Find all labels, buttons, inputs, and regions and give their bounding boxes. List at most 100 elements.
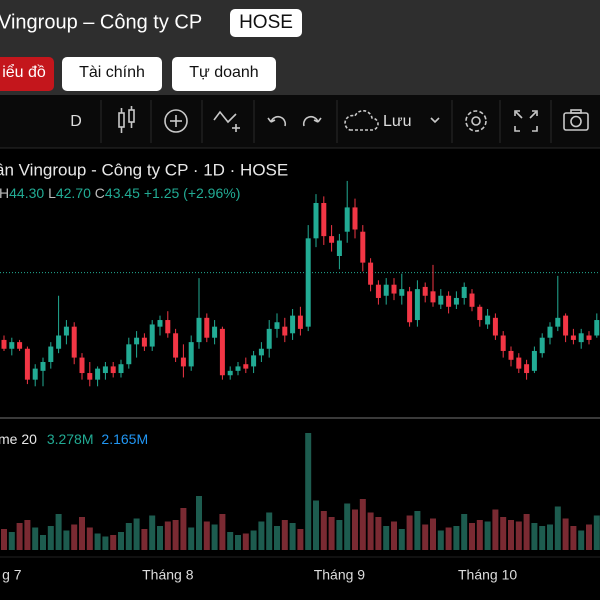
candle-body [87,373,93,380]
save-menu[interactable] [430,117,440,124]
compare-button[interactable] [213,110,240,132]
volume-bar [8,532,15,550]
candle-body [430,291,436,303]
volume-bar [422,524,429,550]
volume-legend: me 20 3.278M 2.165M [0,431,148,447]
volume-bar [24,520,31,550]
candle-body [71,326,77,358]
candle-body [157,320,163,327]
candle-body [594,320,600,336]
volume-bar [55,514,62,550]
candle-body [399,289,405,296]
volume-bar [305,433,312,550]
tab-active[interactable] [0,57,54,91]
tab[interactable] [172,57,276,91]
candle-body [204,317,210,338]
volume-bar [47,526,54,550]
candle-body [407,291,413,323]
candle-body [243,364,249,369]
candle-body [555,317,561,327]
candle-body [32,368,38,380]
volume-bar [492,509,499,550]
volume-bar [476,520,483,550]
volume-bar [469,523,475,550]
volume-bar [110,535,117,550]
tab[interactable] [62,57,162,91]
candle-body [477,306,483,321]
volume-bar [515,521,522,550]
candle-body [290,315,296,334]
ohlc-legend: H44.30 L42.70 C43.45 +1.25 (+2.96%) [0,185,240,201]
tab-label: iểu đồ [2,63,46,81]
toolbar [0,95,600,148]
toolbar-separators [100,100,552,143]
candle-body [251,355,257,367]
candle-body [297,315,303,329]
volume-bar [250,530,257,550]
volume-bar [32,527,39,550]
volume-bar [227,532,234,550]
settings-button[interactable] [465,110,487,132]
candle-body [235,366,241,371]
volume-bar [133,518,140,550]
candle-body [110,366,116,374]
candle-body [266,328,272,349]
volume-bar [547,524,553,550]
volume-bar [461,514,468,550]
candle-body [516,357,522,369]
legend-key: L [48,185,56,201]
candle-body [79,357,85,374]
cloud-icon [344,110,379,131]
candle-body [173,333,179,358]
screenshot-button[interactable] [563,109,589,131]
candle-body [17,342,23,349]
volume-bar [102,536,109,550]
candle-body [344,207,350,232]
interval-button[interactable]: D [70,113,82,130]
candle-body [219,328,225,376]
candle-body [461,286,467,298]
candle-body [391,284,397,294]
candle-body [524,364,530,374]
volume-bar [203,521,210,550]
fullscreen-button[interactable] [514,110,538,132]
volume-bar [125,523,132,550]
volume-bar [79,517,85,550]
volume-label: me 20 [0,431,37,447]
candle-body [24,348,30,380]
candle-type-button[interactable] [118,106,135,133]
save-button[interactable]: Lưu [383,113,412,130]
candle-body [188,342,194,367]
legend-change: +1.25 (+2.96%) [144,185,241,201]
candle-body [352,207,358,230]
volume-bar [570,526,577,550]
indicator-button[interactable] [164,109,188,133]
candle-body [500,335,506,351]
candle-body [149,324,155,347]
volume-bar [453,526,460,550]
volume-bar [430,518,436,550]
candle-body [469,293,475,307]
volume-bar [211,524,218,550]
candle-body [95,368,101,380]
volume-bar [531,523,538,550]
candle-body [48,346,54,362]
volume-bar [344,503,351,550]
volume-bar [539,526,546,550]
volume-bar [375,517,382,550]
volume-bar [406,515,413,550]
volume-bar [383,526,390,550]
candle-body [126,344,132,365]
tab-label: Tài chính [79,64,145,81]
candle-body [586,335,592,340]
volume-bar [320,511,327,550]
candle-body [134,337,140,345]
volume-bar [281,520,288,550]
volume-bar [367,512,374,550]
undo-redo[interactable] [267,115,322,127]
volume-bar [398,529,405,550]
volume-bar [71,524,78,550]
stock-title: Vingroup – Công ty CP [0,11,202,33]
